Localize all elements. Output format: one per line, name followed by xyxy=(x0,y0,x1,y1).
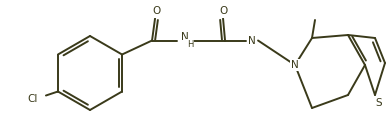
Text: N: N xyxy=(181,33,189,42)
Text: H: H xyxy=(187,40,193,49)
Text: N: N xyxy=(291,60,299,70)
Text: N: N xyxy=(248,35,256,46)
Text: O: O xyxy=(219,7,227,16)
Text: S: S xyxy=(376,98,382,108)
Text: Cl: Cl xyxy=(28,94,38,103)
Text: O: O xyxy=(152,7,160,16)
